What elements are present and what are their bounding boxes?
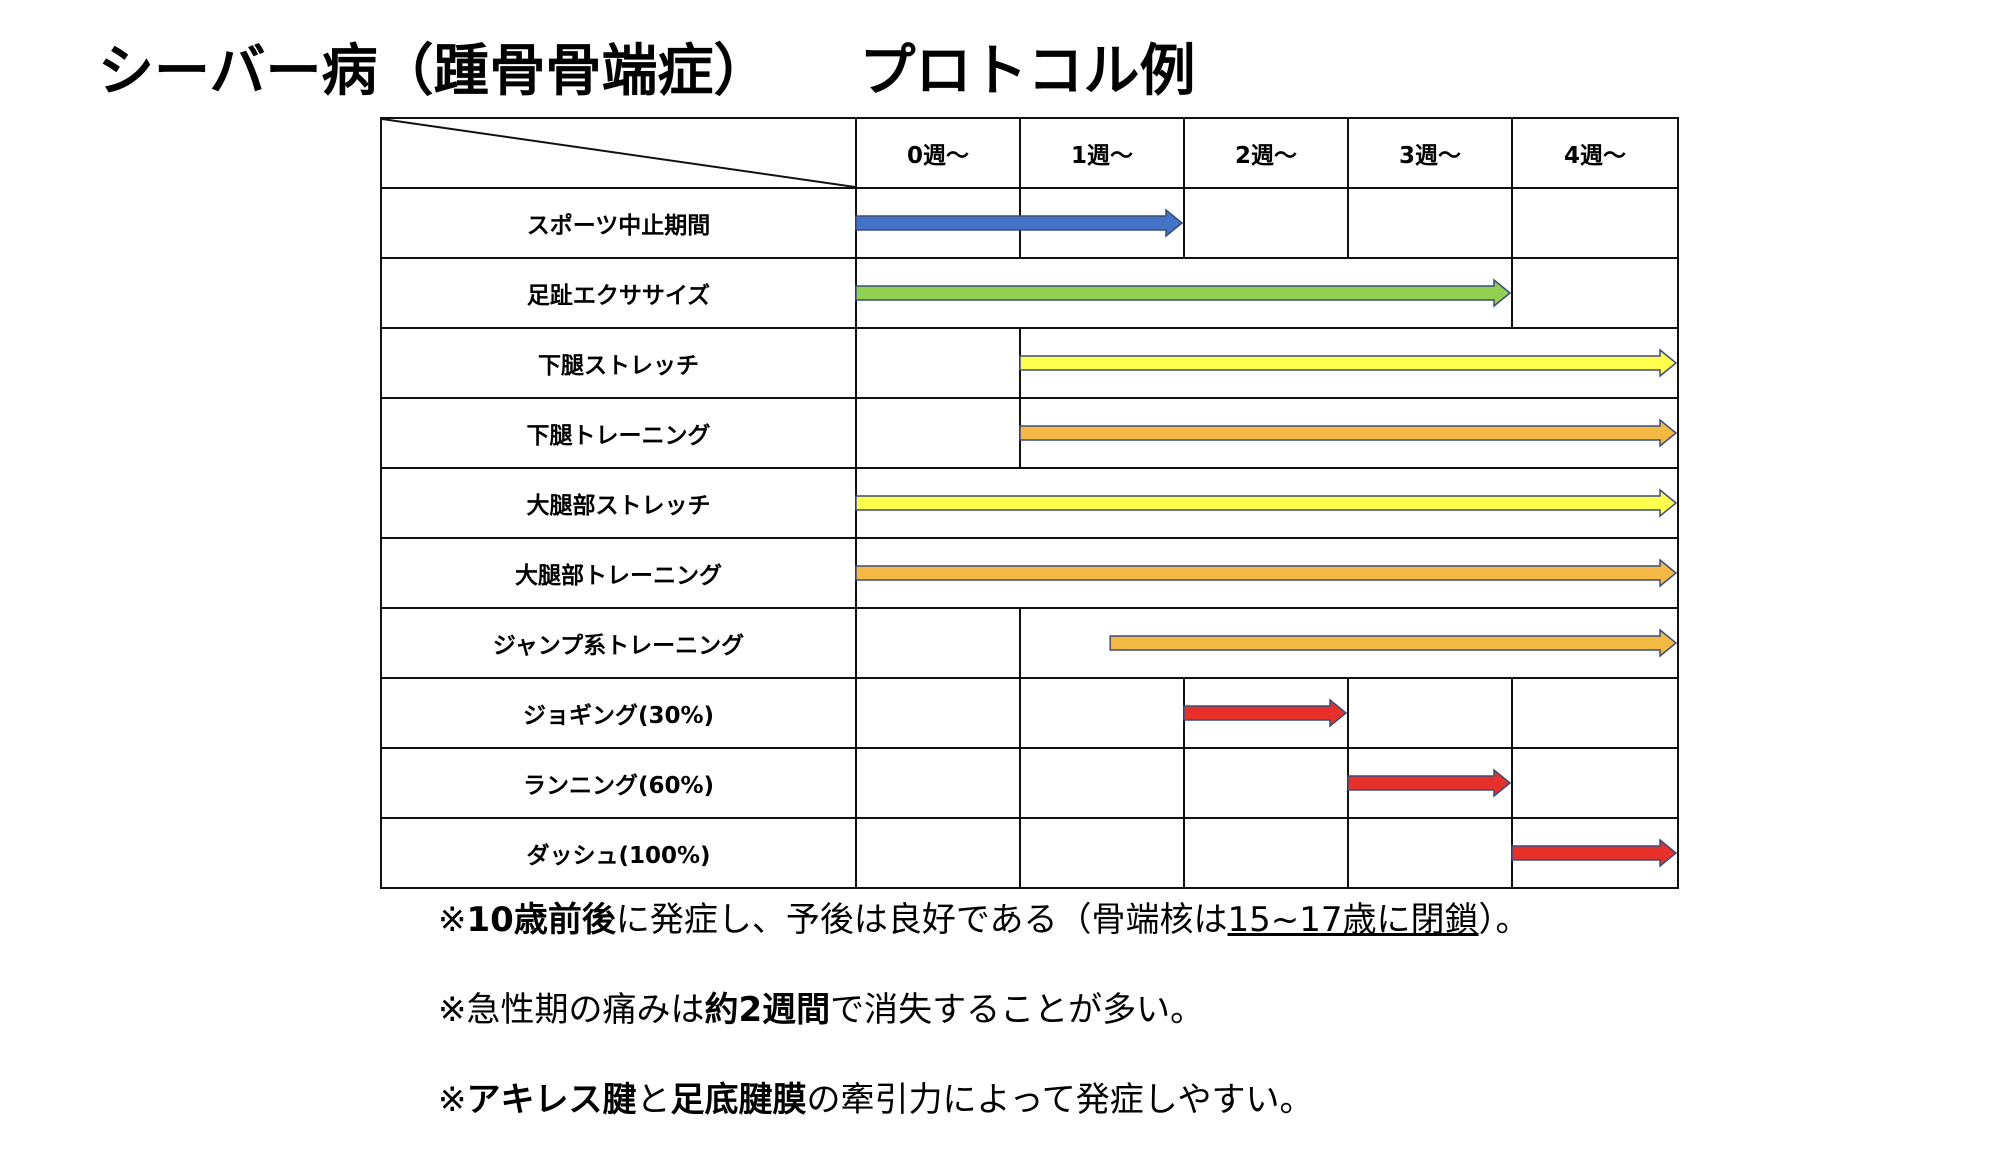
week-cell [855, 607, 1021, 679]
row-label: 足趾エクササイズ [380, 257, 857, 329]
protocol-row: ジョギング(30%) [380, 677, 1679, 749]
title-main: シーバー病（踵骨骨端症） [98, 39, 770, 104]
title-sub: プロトコル例 [859, 39, 1196, 104]
week-cell [1019, 397, 1679, 469]
row-label: ランニング(60%) [380, 747, 857, 819]
week-cell [1511, 257, 1679, 329]
page-title: シーバー病（踵骨骨端症） プロトコル例 [98, 32, 1195, 112]
week-cell [1183, 747, 1349, 819]
protocol-row: 足趾エクササイズ [380, 257, 1679, 329]
week-cell [1511, 747, 1679, 819]
protocol-row: 下腿トレーニング [380, 397, 1679, 469]
week-cell [1511, 187, 1679, 259]
row-label: ダッシュ(100%) [380, 817, 857, 889]
week-cell [1347, 817, 1513, 889]
week-cell [1183, 677, 1349, 749]
week-cell [1019, 677, 1185, 749]
note-item: ※アキレス腱と足底腱膜の牽引力によって発症しやすい。 [438, 1080, 1314, 1120]
diagonal-line [382, 119, 855, 187]
week-cell [1019, 187, 1185, 259]
row-label: 下腿ストレッチ [380, 327, 857, 399]
protocol-table: 0週〜 1週〜 2週〜 3週〜 4週〜 スポーツ中止期間 足趾エクササイズ 下腿スト… [380, 117, 1679, 889]
corner-cell [380, 117, 857, 189]
week-cell [1019, 747, 1185, 819]
protocol-row: ダッシュ(100%) [380, 817, 1679, 889]
week-cell [855, 467, 1679, 539]
week-cell [1019, 817, 1185, 889]
week-cell [855, 677, 1021, 749]
protocol-row: ジャンプ系トレーニング [380, 607, 1679, 679]
week-cell [1347, 187, 1513, 259]
row-label: 大腿部ストレッチ [380, 467, 857, 539]
week-cell [1511, 817, 1679, 889]
protocol-row: 大腿部トレーニング [380, 537, 1679, 609]
week-cell [855, 397, 1021, 469]
week-cell [855, 537, 1679, 609]
protocol-row: スポーツ中止期間 [380, 187, 1679, 259]
week-cell [1183, 817, 1349, 889]
week-cell [855, 747, 1021, 819]
row-label: ジャンプ系トレーニング [380, 607, 857, 679]
week-cell [1019, 327, 1679, 399]
week-cell [1183, 187, 1349, 259]
week-cell [1347, 677, 1513, 749]
note-item: ※10歳前後に発症し、予後は良好である（骨端核は15~17歳に閉鎖）。 [438, 900, 1530, 940]
protocol-row: 大腿部ストレッチ [380, 467, 1679, 539]
week-cell [1019, 607, 1679, 679]
week-cell [855, 327, 1021, 399]
week-cell [1511, 677, 1679, 749]
week-cell [1347, 747, 1513, 819]
protocol-row: 下腿ストレッチ [380, 327, 1679, 399]
row-label: 下腿トレーニング [380, 397, 857, 469]
protocol-row: ランニング(60%) [380, 747, 1679, 819]
row-label: スポーツ中止期間 [380, 187, 857, 259]
week-header: 0週〜 [855, 117, 1021, 189]
week-header: 1週〜 [1019, 117, 1185, 189]
note-item: ※急性期の痛みは約2週間で消失することが多い。 [438, 990, 1205, 1030]
week-header: 3週〜 [1347, 117, 1513, 189]
week-cell [855, 817, 1021, 889]
week-header: 4週〜 [1511, 117, 1679, 189]
week-header-row: 0週〜 1週〜 2週〜 3週〜 4週〜 [380, 117, 1679, 189]
week-cell [855, 257, 1513, 329]
row-label: ジョギング(30%) [380, 677, 857, 749]
notes-list: ※10歳前後に発症し、予後は良好である（骨端核は15~17歳に閉鎖）。 ※急性期… [438, 895, 1530, 1165]
week-cell [855, 187, 1021, 259]
row-label: 大腿部トレーニング [380, 537, 857, 609]
week-header: 2週〜 [1183, 117, 1349, 189]
